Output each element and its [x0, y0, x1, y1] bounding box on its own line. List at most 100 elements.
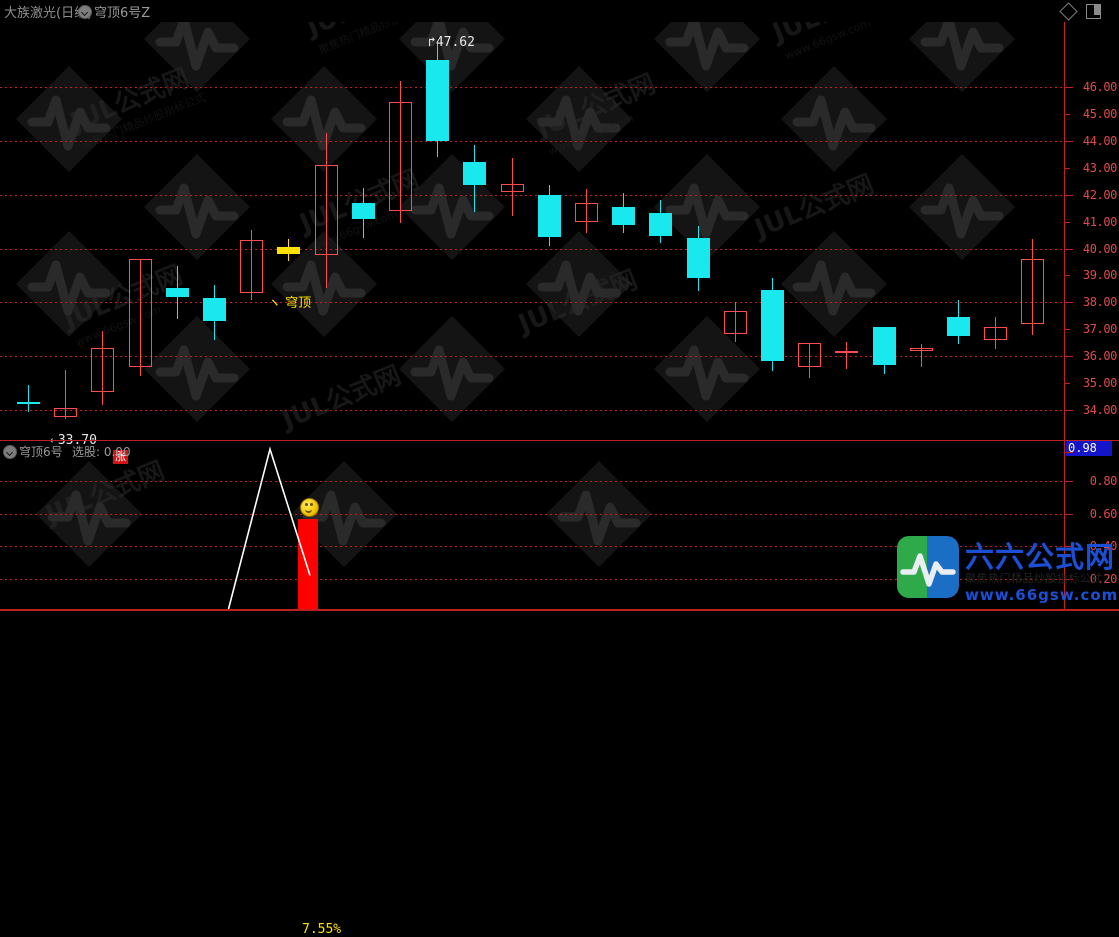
- site-url-label: www.66gsw.com: [965, 586, 1119, 604]
- indicator-panel: 穹顶6号 选股: 0.00 7.55% 0.98 0.980.800.600.4…: [0, 440, 1119, 937]
- candle-body: [426, 60, 449, 141]
- price-axis-tick: [1065, 356, 1073, 357]
- chevron-down-circle-icon[interactable]: [3, 445, 17, 459]
- price-gridline: [0, 249, 1064, 250]
- candle-body: [873, 327, 896, 365]
- current-value-badge: 0.98: [1066, 441, 1112, 456]
- price-axis-label: 46.00: [1082, 80, 1118, 94]
- high-arrow-icon: ↱: [428, 35, 436, 50]
- candle-body: [129, 259, 152, 367]
- price-axis-label: 38.00: [1082, 295, 1118, 309]
- price-axis-tick: [1065, 302, 1073, 303]
- price-axis-tick: [1065, 275, 1070, 276]
- coin-mouth: [305, 508, 312, 513]
- candle-body: [687, 238, 710, 278]
- title-bar: 大族激光(日线) 穹顶6号Z: [0, 0, 1119, 22]
- indicator-axis-tick: [1065, 452, 1073, 453]
- price-axis-tick: [1065, 329, 1070, 330]
- price-axis-tick: [1065, 87, 1073, 88]
- candle-wick: [512, 158, 513, 216]
- candle-wick: [65, 370, 66, 419]
- candle-wick: [1032, 239, 1033, 335]
- indicator-axis-label: 0.60: [1089, 507, 1118, 521]
- price-gridline: [0, 410, 1064, 411]
- candle-wick: [846, 342, 847, 369]
- indicator-axis[interactable]: 0.98 0.980.800.600.400.20: [1064, 441, 1119, 611]
- site-brand-label: 六六公式网: [965, 540, 1116, 574]
- price-axis-label: 45.00: [1082, 107, 1118, 121]
- candle-body: [947, 317, 970, 336]
- app-root: JUL公式网 JUL公式网 JUL公式网 JUL公式网 JUL公式网 JUL公式…: [0, 0, 1119, 611]
- candle-body: [315, 165, 338, 255]
- bottom-divider: [0, 609, 1119, 611]
- window-panel-icon[interactable]: [1086, 4, 1101, 19]
- candle-wick: [809, 343, 810, 378]
- indicator-gridline: [0, 579, 1064, 580]
- percent-annotation: 7.55%: [302, 922, 342, 937]
- price-gridline: [0, 87, 1064, 88]
- stock-name-label[interactable]: 大族激光(日线): [4, 6, 93, 21]
- dome-label: 穹顶: [285, 296, 312, 311]
- price-plot-area[interactable]: [0, 22, 1064, 440]
- price-gridline: [0, 141, 1064, 142]
- price-axis-label: 43.00: [1082, 161, 1118, 175]
- indicator-gridline: [0, 514, 1064, 515]
- indicator-title[interactable]: 穹顶6号: [19, 445, 63, 459]
- candle-body: [463, 162, 486, 185]
- candle-wick: [400, 81, 401, 223]
- indicator-gridline: [0, 546, 1064, 547]
- price-gridline: [0, 195, 1064, 196]
- price-axis-tick: [1065, 222, 1070, 223]
- candle-body: [501, 184, 524, 192]
- price-chart-panel: ↱47.62 ←33.70 ヽ 穹顶 涨 46.00 45.00 44.00 43.0…: [0, 22, 1119, 464]
- indicator-plot-area[interactable]: [0, 441, 1064, 611]
- candle-wick: [735, 302, 736, 342]
- indicator-select-value: 选股: 0.00: [72, 445, 131, 459]
- candle-body: [798, 343, 821, 367]
- candle-body: [277, 247, 300, 254]
- price-axis-tick: [1065, 114, 1070, 115]
- site-logo-icon: [897, 536, 959, 598]
- candle-wick: [586, 189, 587, 233]
- indicator-axis-tick: [1065, 481, 1073, 482]
- candle-body: [203, 298, 226, 321]
- indicator-axis-label: 0.80: [1089, 474, 1118, 488]
- price-axis-label: 39.00: [1082, 268, 1118, 282]
- candle-body: [17, 402, 40, 404]
- candle-wick: [921, 344, 922, 367]
- price-axis-tick: [1065, 410, 1073, 411]
- chevron-down-circle-icon[interactable]: [78, 5, 92, 19]
- price-axis-tick: [1065, 383, 1070, 384]
- indicator-header: 穹顶6号 选股: 0.00: [0, 441, 1064, 460]
- candle-body: [1021, 259, 1044, 324]
- smiley-coin-icon: [300, 498, 319, 517]
- candle-wick: [28, 385, 29, 412]
- price-axis-tick: [1065, 195, 1073, 196]
- price-axis[interactable]: 46.00 45.00 44.00 43.00 42.00 41.00 40.00 39.00…: [1064, 22, 1119, 440]
- candle-body: [761, 290, 784, 361]
- candle-body: [240, 240, 263, 293]
- candle-body: [649, 213, 672, 236]
- candle-body: [389, 102, 412, 211]
- indicator-axis-label: 0.20: [1089, 572, 1118, 586]
- price-axis-label: 37.00: [1082, 322, 1118, 336]
- price-axis-label: 36.00: [1082, 349, 1118, 363]
- diamond-icon[interactable]: [1059, 2, 1078, 21]
- indicator-gridline: [0, 481, 1064, 482]
- price-axis-label: 40.00: [1082, 242, 1118, 256]
- price-axis-tick: [1065, 249, 1073, 250]
- indicator-axis-label: 0.40: [1089, 539, 1118, 553]
- high-price-value: 47.62: [435, 35, 475, 50]
- candle-body: [612, 207, 635, 225]
- price-axis-label: 42.00: [1082, 188, 1118, 202]
- candle-wick: [326, 133, 327, 288]
- price-axis-tick: [1065, 168, 1070, 169]
- site-tagline-label: 聚焦热门精品炒股指标公式: [965, 572, 1103, 585]
- price-axis-label: 44.00: [1082, 134, 1118, 148]
- indicator-name-label[interactable]: 穹顶6号Z: [94, 6, 151, 21]
- indicator-axis-tick: [1065, 579, 1073, 580]
- candle-body: [91, 348, 114, 392]
- candle-wick: [995, 317, 996, 349]
- dome-mark-icon: ヽ: [268, 296, 282, 311]
- candle-body: [910, 348, 933, 351]
